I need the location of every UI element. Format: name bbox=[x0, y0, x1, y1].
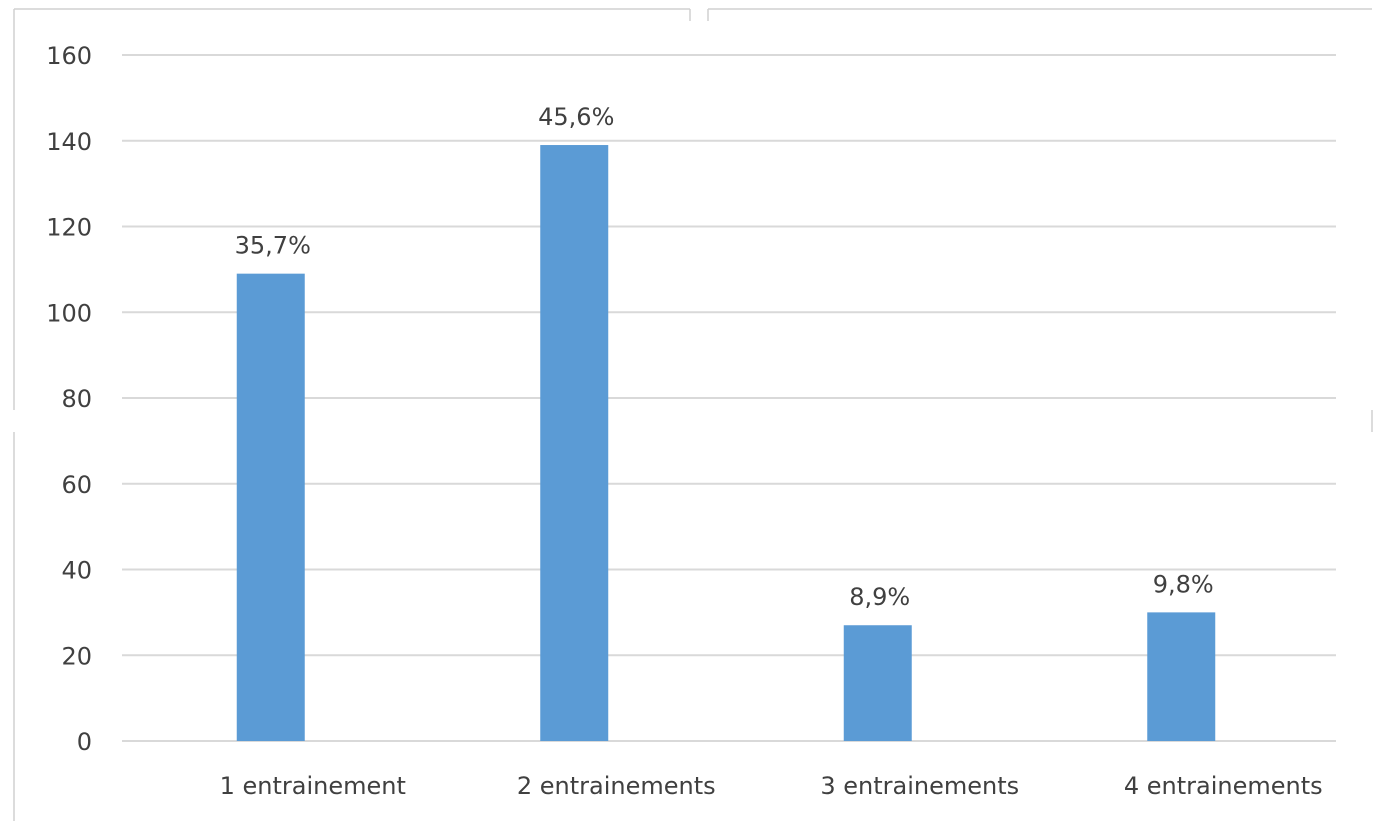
data-label: 8,9% bbox=[849, 583, 910, 611]
y-tick-label: 140 bbox=[46, 128, 92, 156]
bar-3 bbox=[843, 625, 912, 741]
data-label: 9,8% bbox=[1153, 570, 1214, 598]
data-label: 45,6% bbox=[538, 103, 614, 131]
y-axis-ticks: 0 20 40 60 80 100 120 140 160 bbox=[46, 42, 92, 756]
y-tick-label: 0 bbox=[77, 728, 92, 756]
y-tick-label: 40 bbox=[61, 557, 92, 585]
x-tick-label: 4 entrainements bbox=[1124, 772, 1323, 800]
data-labels: 35,7% 45,6% 8,9% 9,8% bbox=[235, 103, 1214, 611]
y-tick-label: 60 bbox=[61, 471, 92, 499]
data-label: 35,7% bbox=[235, 232, 311, 260]
y-tick-label: 100 bbox=[46, 299, 92, 327]
bar-1 bbox=[236, 273, 305, 741]
bars bbox=[236, 145, 1216, 742]
y-tick-label: 120 bbox=[46, 214, 92, 242]
chart-frame bbox=[13, 8, 1373, 821]
x-tick-label: 3 entrainements bbox=[820, 772, 1019, 800]
y-tick-label: 80 bbox=[61, 385, 92, 413]
bar-2 bbox=[540, 145, 609, 742]
y-tick-label: 20 bbox=[61, 642, 92, 670]
x-tick-label: 1 entrainement bbox=[220, 772, 406, 800]
x-tick-label: 2 entrainements bbox=[517, 772, 716, 800]
gridlines bbox=[122, 54, 1336, 742]
bar-4 bbox=[1147, 612, 1216, 741]
x-axis-ticks: 1 entrainement 2 entrainements 3 entrainem… bbox=[220, 772, 1323, 800]
y-tick-label: 160 bbox=[46, 42, 92, 70]
